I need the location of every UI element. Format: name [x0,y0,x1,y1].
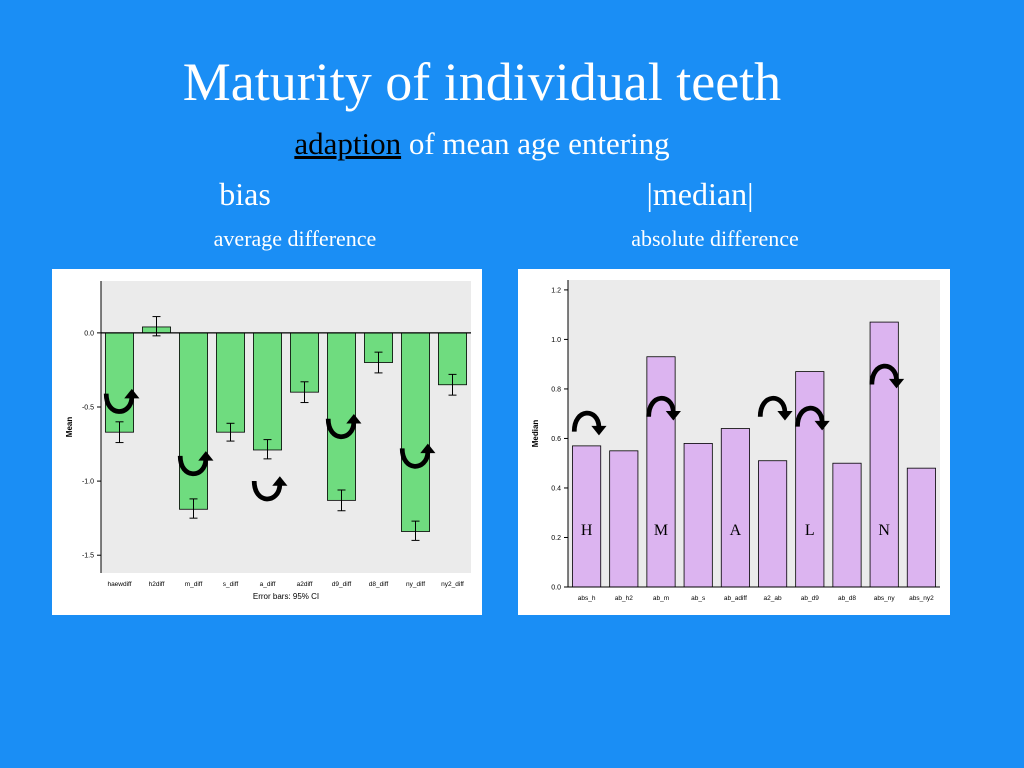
curved-arrow-icon [399,443,436,469]
y-tick-label: 0.8 [551,386,561,393]
bar-ny_diff [401,332,430,532]
y-tick-label: 1.0 [551,337,561,344]
curved-arrow-icon [571,410,607,436]
bias-bar-chart: 0.0 -0.5 -1.0 -1.5 haewdiff h2diff m_diff s_dif… [65,281,471,601]
y-tick-label: 0.0 [551,585,561,592]
y-tick-label: -0.5 [82,404,94,411]
bar-ab_d9 [795,371,825,588]
curved-arrow-icon [103,388,140,414]
y-tick-label: 0.2 [551,535,561,542]
x-tick-label: h2diff [149,581,165,588]
curved-arrow-icon [251,476,288,502]
y-tick-label: 0.4 [551,485,561,492]
bar-ab_s [683,443,713,588]
bar-m_diff [179,332,208,510]
x-tick-label: a_diff [260,581,276,588]
annotation-label-L: L [805,522,815,539]
x-tick-label: ny_diff [406,581,425,588]
x-tick-label: ab_adiff [724,595,747,602]
error-bar-d8_diff [374,351,383,374]
bar-a_diff [253,332,282,451]
x-tick-label: ab_m [653,595,669,602]
error-bar-ny_diff [411,520,420,541]
error-bar-haewdiff [115,421,124,444]
x-tick-label: s_diff [223,581,239,588]
y-tick-label: 0.6 [551,436,561,443]
curved-arrow-icon [757,395,793,421]
bar-ab_adiff [720,428,750,588]
x-tick-label: ab_d9 [801,595,819,602]
y-axis-label: Mean [65,417,74,438]
error-bar-s_diff [226,422,235,442]
average-difference-caption: average difference [213,226,377,251]
median-chart-panel: 0.0 0.2 0.4 0.6 0.8 1.0 1.2 abs_h ab_h2 ab_m ab_s a… [518,269,950,615]
x-tick-label: a2_ab [764,595,782,602]
x-tick-label: haewdiff [107,581,131,588]
curved-arrow-icon [795,405,830,431]
subtitle-link-adaption[interactable]: adaption [294,126,402,161]
curved-arrow-icon [325,414,362,439]
bar-haewdiff [105,332,134,433]
median-heading: |median| [646,176,754,212]
y-tick-label: 1.2 [551,287,561,294]
x-tick-label: ab_h2 [615,595,633,602]
x-tick-label: ab_s [691,595,706,602]
x-tick-label: abs_h [578,595,596,602]
bar-abs_h [572,445,602,588]
x-tick-label: abs_ny2 [909,595,934,602]
annotation-label-H: H [581,522,593,539]
x-tick-label: d9_diff [332,581,352,588]
annotation-label-A: A [730,522,742,539]
bar-d9_diff [327,332,356,501]
subtitle-rest: of mean age entering [401,126,670,161]
error-bars-note: Error bars: 95% CI [253,592,319,601]
error-bar-a2diff [300,381,309,404]
median-bar-chart: 0.0 0.2 0.4 0.6 0.8 1.0 1.2 abs_h ab_h2 ab_m ab_s a… [531,280,940,602]
bar-a2_ab [758,460,788,588]
slide-title: Maturity of individual teeth [182,52,782,112]
bar-abs_ny2 [906,467,936,588]
y-tick-label: -1.0 [82,479,94,486]
error-bar-d9_diff [337,489,346,512]
bar-ab_m [646,356,676,588]
annotation-label-M: M [654,522,668,539]
y-tick-label: -1.5 [82,553,94,560]
curved-arrow-icon [869,363,905,389]
error-bar-a_diff [263,439,272,460]
x-tick-label: ab_d8 [838,595,856,602]
y-tick-label: 0.0 [84,330,94,337]
y-axis-label: Median [531,420,540,448]
bar-ab_d8 [832,462,862,588]
x-tick-label: a2diff [297,581,313,588]
bias-chart-panel: 0.0 -0.5 -1.0 -1.5 haewdiff h2diff m_diff s_dif… [52,269,482,615]
bar-s_diff [216,332,245,433]
bar-abs_ny [869,321,899,588]
x-tick-label: ny2_diff [441,581,464,588]
x-tick-label: m_diff [185,581,203,588]
annotation-label-N: N [878,522,890,539]
error-bar-ny2_diff [448,373,457,396]
slide-subtitle: adaption of mean age entering [0,126,994,162]
error-bar-m_diff [189,498,198,519]
absolute-difference-caption: absolute difference [631,226,799,251]
bar-ab_h2 [609,450,639,588]
curved-arrow-icon [646,395,681,421]
bias-heading: bias [219,176,271,212]
curved-arrow-icon [177,451,214,477]
x-tick-label: abs_ny [874,595,896,602]
x-tick-label: d8_diff [369,581,389,588]
